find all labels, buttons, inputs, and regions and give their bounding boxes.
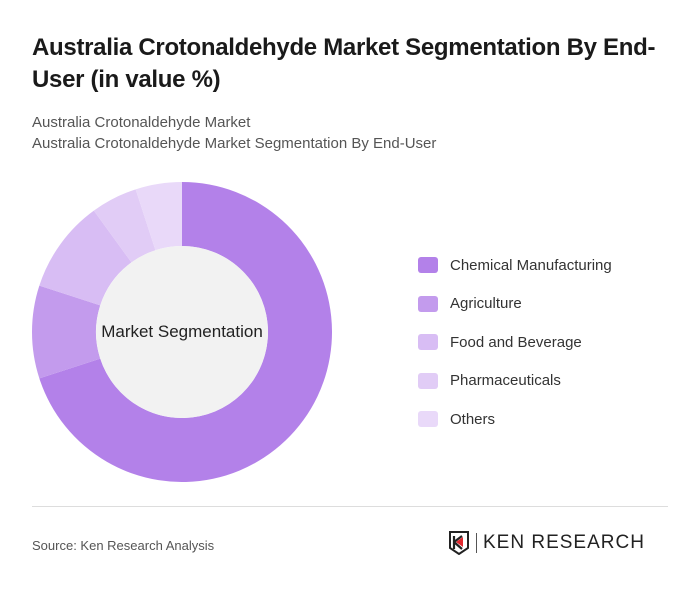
legend-label: Pharmaceuticals xyxy=(450,372,561,390)
donut-slice-chemical-manufacturing[interactable] xyxy=(39,182,332,482)
legend-label: Others xyxy=(450,410,496,428)
ken-research-logo: KEN RESEARCH xyxy=(448,531,645,555)
legend-item-pharmaceuticals[interactable]: Pharmaceuticals xyxy=(418,362,612,401)
logo-separator xyxy=(476,533,477,553)
donut-slice-agriculture[interactable] xyxy=(32,285,101,379)
legend-item-food-and-beverage[interactable]: Food and Beverage xyxy=(418,323,612,362)
legend-item-chemical-manufacturing[interactable]: Chemical Manufacturing xyxy=(418,246,612,285)
legend-item-agriculture[interactable]: Agriculture xyxy=(418,285,612,324)
donut-hole xyxy=(96,246,268,418)
legend-label: Agriculture xyxy=(450,295,522,313)
chart-subtitle-segmentation: Australia Crotonaldehyde Market Segmenta… xyxy=(32,135,437,152)
chart-title: Australia Crotonaldehyde Market Segmenta… xyxy=(32,34,656,93)
donut-chart xyxy=(32,182,332,482)
logo-text: KEN RESEARCH xyxy=(483,532,645,553)
legend-item-others[interactable]: Others xyxy=(418,400,612,439)
chart-legend: Chemical Manufacturing Agriculture Food … xyxy=(418,246,612,439)
legend-swatch-icon xyxy=(418,334,438,351)
donut-slice-pharmaceuticals[interactable] xyxy=(93,189,156,263)
legend-swatch-icon xyxy=(418,411,438,428)
chart-subtitle-market: Australia Crotonaldehyde Market xyxy=(32,114,251,131)
legend-label: Food and Beverage xyxy=(450,333,582,351)
source-note: Source: Ken Research Analysis xyxy=(32,538,215,553)
legend-label: Chemical Manufacturing xyxy=(450,256,612,274)
legend-swatch-icon xyxy=(418,257,438,274)
legend-swatch-icon xyxy=(418,295,438,312)
footer-divider xyxy=(32,506,668,507)
ken-research-logo-icon xyxy=(449,531,469,555)
donut-slice-others[interactable] xyxy=(135,182,182,251)
donut-slice-food-and-beverage[interactable] xyxy=(39,210,132,306)
legend-swatch-icon xyxy=(418,372,438,389)
